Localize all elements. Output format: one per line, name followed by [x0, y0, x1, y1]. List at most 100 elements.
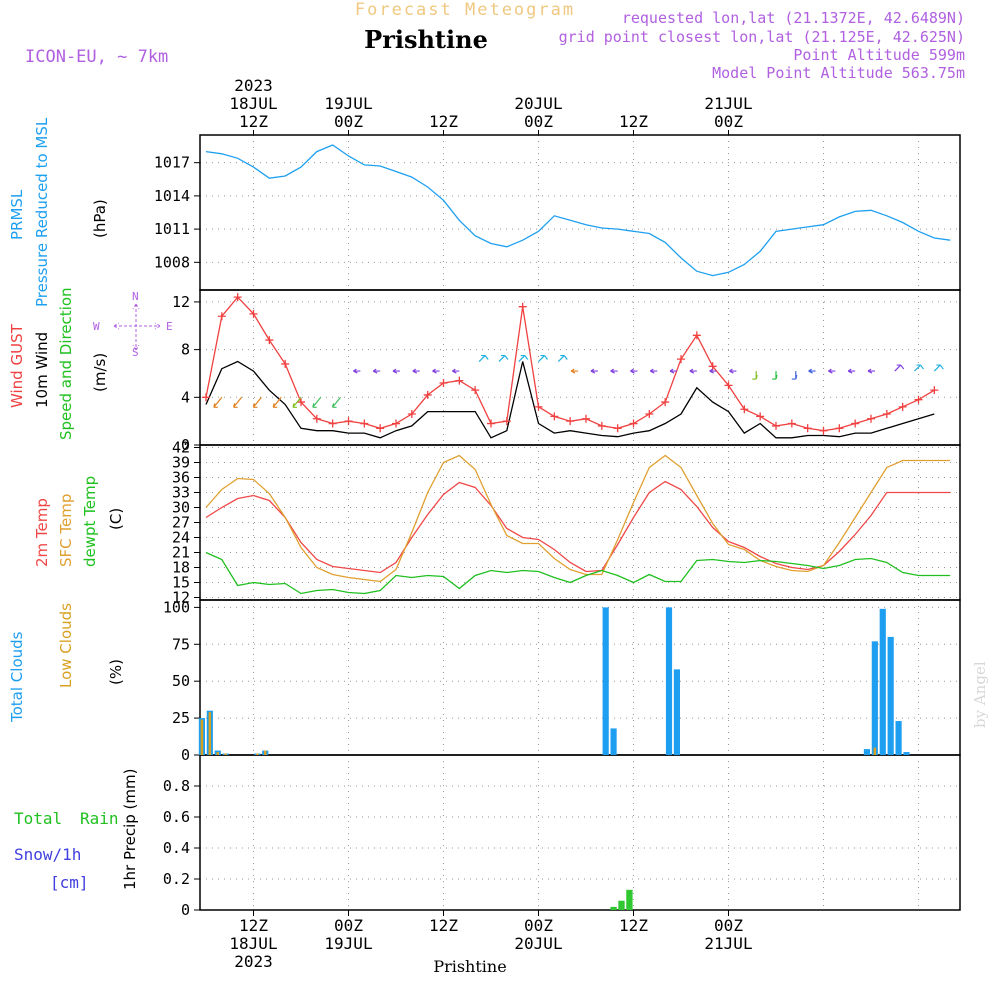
low-cloud-bar: [264, 750, 267, 755]
total-clouds-label: Total Clouds: [8, 631, 26, 723]
compass-arrows: [113, 303, 161, 351]
wind-arrow: [292, 396, 302, 408]
wind-arrow: [392, 368, 400, 374]
sfc-label: SFC Temp: [57, 494, 75, 567]
bottom-year-label: 2023: [234, 952, 273, 971]
gust-marker: [692, 331, 701, 340]
gust-marker: [930, 386, 939, 395]
y-tick-label: 30: [172, 499, 190, 517]
gust-marker: [233, 293, 242, 302]
gust-marker: [202, 393, 210, 402]
y-tick-label: 33: [172, 484, 190, 502]
top-day-label: 21JUL: [704, 94, 752, 113]
gust-marker: [312, 414, 321, 423]
y-tick-label: 8: [181, 341, 190, 359]
gust-marker: [629, 419, 638, 428]
wind-arrow: [452, 368, 460, 374]
panel-4: 0 0.2 0.4 0.6 0.8: [163, 754, 961, 919]
y-tick-label: 36: [172, 469, 190, 487]
y-tick-label: 42: [172, 439, 190, 457]
wind-arrow: [709, 368, 717, 374]
wind-arrow: [478, 354, 489, 362]
wind-arrow: [312, 396, 322, 408]
gust-marker: [724, 381, 733, 390]
panel-frame: [199, 599, 961, 756]
bottom-day-label: 21JUL: [704, 934, 752, 953]
precip-labels: Total Rain Snow/1h [cm] 1hr Precip (mm): [14, 769, 139, 892]
panel-frame: [199, 754, 961, 911]
bottom-day-label: 20JUL: [514, 934, 562, 953]
wind-arrow: [933, 364, 944, 372]
pressure-label: Pressure Reduced to MSL: [33, 117, 51, 307]
gust-marker: [249, 309, 258, 318]
gust-marker: [772, 421, 780, 430]
wind-arrow: [557, 354, 568, 362]
compass-s: S: [132, 346, 139, 359]
gust-marker: [518, 302, 527, 311]
wind-arrow: [808, 368, 816, 374]
wind-arrow: [914, 364, 925, 372]
wind-arrow: [590, 368, 598, 374]
grid-point-coords: grid point closest lon,lat (21.125E, 42.…: [559, 28, 965, 46]
gust-marker: [582, 414, 590, 423]
gust-marker: [392, 419, 400, 428]
gust-label: Wind GUST: [8, 323, 26, 408]
y-tick-label: 24: [172, 529, 190, 547]
bottom-hour-label: 12Z: [429, 916, 458, 935]
wind-arrow: [772, 371, 778, 380]
wind-arrow: [570, 368, 579, 374]
gust-marker: [265, 336, 274, 345]
top-day-label: 18JUL: [229, 94, 277, 113]
panel-0: 1008 1011 1014 1017: [154, 134, 961, 291]
cm-label: [cm]: [50, 873, 89, 892]
gust-marker: [360, 419, 369, 428]
total-cloud-bar: [879, 608, 886, 755]
gust-marker: [550, 412, 559, 421]
y-tick-label: 100: [163, 598, 190, 616]
y-tick-label: 0.6: [163, 808, 190, 826]
y-tick-label: 27: [172, 514, 190, 532]
bottom-day-label: 19JUL: [324, 934, 372, 953]
panel-frame: [199, 289, 961, 446]
top-hour-label: 00Z: [334, 112, 363, 131]
rain-bar: [610, 906, 617, 910]
y-tick-label: 25: [172, 709, 190, 727]
panel-frame: [199, 134, 961, 291]
y-tick-label: 39: [172, 454, 190, 472]
top-hour-label: 00Z: [524, 112, 553, 131]
wind-arrow: [272, 396, 282, 408]
temp-labels: 2m Temp SFC Temp dewpt Temp (C): [33, 476, 125, 567]
point-altitude: Point Altitude 599m: [793, 46, 965, 64]
gust-marker: [914, 395, 923, 404]
gust-marker: [787, 419, 796, 428]
requested-coords: requested lon,lat (21.1372E, 42.6489N): [622, 9, 965, 27]
panels: 1008101110141017048121215182124273033363…: [154, 134, 961, 919]
gust-marker: [867, 414, 875, 423]
wind-arrow: [233, 396, 243, 408]
bottom-hour-label: 00Z: [524, 916, 553, 935]
top-year-label: 2023: [234, 76, 273, 95]
gust-marker: [677, 355, 685, 364]
wind-arrow: [332, 396, 342, 408]
dew-label: dewpt Temp: [81, 476, 99, 567]
gust-marker: [566, 417, 575, 426]
prmsl-label: PRMSL: [8, 189, 26, 240]
top-hour-label: 12Z: [619, 112, 648, 131]
gust-marker: [851, 419, 860, 428]
wind-arrow: [498, 354, 509, 362]
bottom-hour-label: 12Z: [239, 916, 268, 935]
gust-marker: [407, 410, 416, 418]
gust-marker: [376, 424, 385, 433]
y-tick-label: 0: [181, 746, 190, 764]
gust-marker: [534, 402, 543, 411]
top-hour-label: 12Z: [429, 112, 458, 131]
compass-rose: N S W E: [93, 290, 173, 359]
wind-labels: Wind GUST 10m Wind Speed and Direction (…: [8, 287, 173, 440]
wind-line: [205, 360, 935, 439]
compass-n: N: [132, 290, 139, 303]
wind-arrow: [847, 368, 856, 374]
bottom-hour-label: 00Z: [714, 916, 743, 935]
y-tick-label: 75: [172, 635, 190, 653]
gust-marker: [217, 312, 226, 321]
